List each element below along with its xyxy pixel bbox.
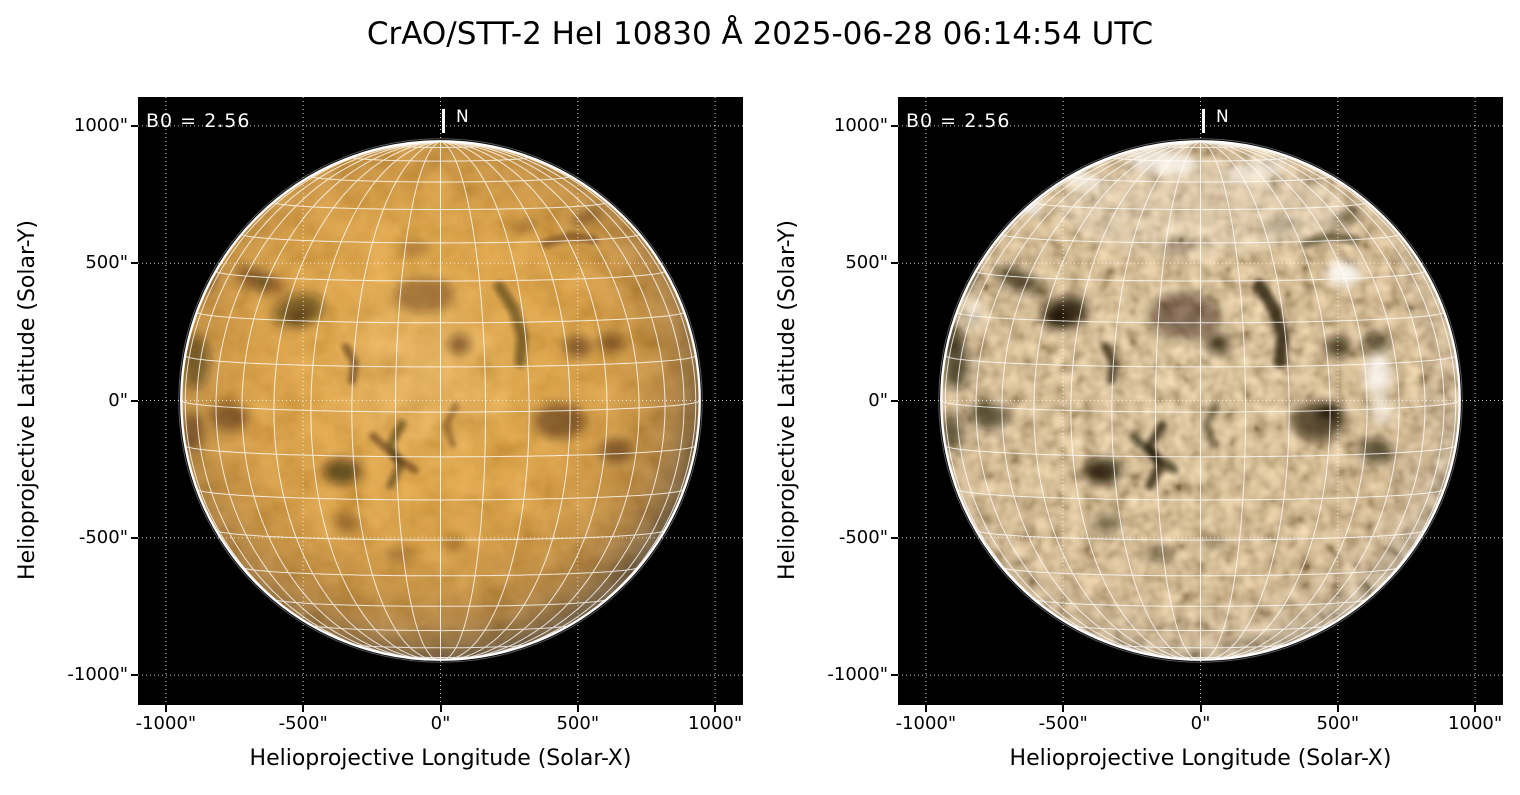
y-tick-mark: [891, 262, 898, 265]
x-tick-label: -500": [278, 713, 328, 734]
x-tick-label: 500": [1316, 713, 1360, 734]
x-axis-label-right: Helioprojective Longitude (Solar-X): [1009, 746, 1392, 771]
x-tick-mark: [714, 705, 717, 712]
y-tick-label: -1000": [67, 664, 128, 686]
x-tick-mark: [576, 705, 579, 712]
y-tick-mark: [891, 536, 898, 539]
north-tick: [442, 109, 445, 133]
y-tick-mark: [131, 262, 138, 265]
north-label: N: [1216, 107, 1229, 127]
y-tick-mark: [131, 124, 138, 127]
y-tick-label: -500": [838, 526, 888, 548]
x-tick-label: -1000": [895, 713, 957, 734]
x-axis-label-left: Helioprojective Longitude (Solar-X): [249, 746, 632, 771]
b0-annotation: B0 = 2.56: [146, 110, 251, 132]
x-tick-mark: [1336, 705, 1339, 712]
x-tick-mark: [164, 705, 167, 712]
y-tick-mark: [131, 674, 138, 677]
y-tick-label: 1000": [833, 114, 888, 136]
y-tick-label: -500": [78, 526, 128, 548]
y-tick-mark: [131, 536, 138, 539]
y-tick-mark: [891, 124, 898, 127]
solar-disk-image-contrast: [898, 97, 1503, 705]
y-tick-label: 1000": [73, 114, 128, 136]
x-tick-mark: [1474, 705, 1477, 712]
north-label: N: [456, 107, 469, 127]
x-tick-label: 1000": [1448, 713, 1503, 734]
y-tick-label: 0": [108, 389, 128, 411]
solar-disk-image-intensity: [138, 97, 743, 705]
y-tick-label: 0": [868, 389, 888, 411]
x-tick-mark: [1199, 705, 1202, 712]
x-tick-label: 0": [430, 713, 451, 734]
x-tick-mark: [924, 705, 927, 712]
b0-annotation: B0 = 2.56: [906, 110, 1011, 132]
x-tick-label: -1000": [135, 713, 197, 734]
x-tick-mark: [1062, 705, 1065, 712]
y-tick-label: 500": [85, 252, 128, 274]
north-tick: [1202, 109, 1205, 133]
x-tick-label: -500": [1038, 713, 1088, 734]
figure-title: CrAO/STT-2 HeI 10830 Å 2025-06-28 06:14:…: [366, 16, 1154, 52]
y-tick-mark: [891, 674, 898, 677]
x-tick-mark: [439, 705, 442, 712]
x-tick-mark: [302, 705, 305, 712]
x-tick-label: 500": [556, 713, 600, 734]
x-tick-label: 1000": [688, 713, 743, 734]
x-tick-label: 0": [1190, 713, 1211, 734]
y-tick-mark: [131, 399, 138, 402]
y-tick-label: 500": [845, 252, 888, 274]
y-tick-mark: [891, 399, 898, 402]
panel-intensity: B0 = 2.56 N: [138, 97, 743, 705]
y-tick-label: -1000": [827, 664, 888, 686]
panel-contrast-enhanced: B0 = 2.56 N: [898, 97, 1503, 705]
